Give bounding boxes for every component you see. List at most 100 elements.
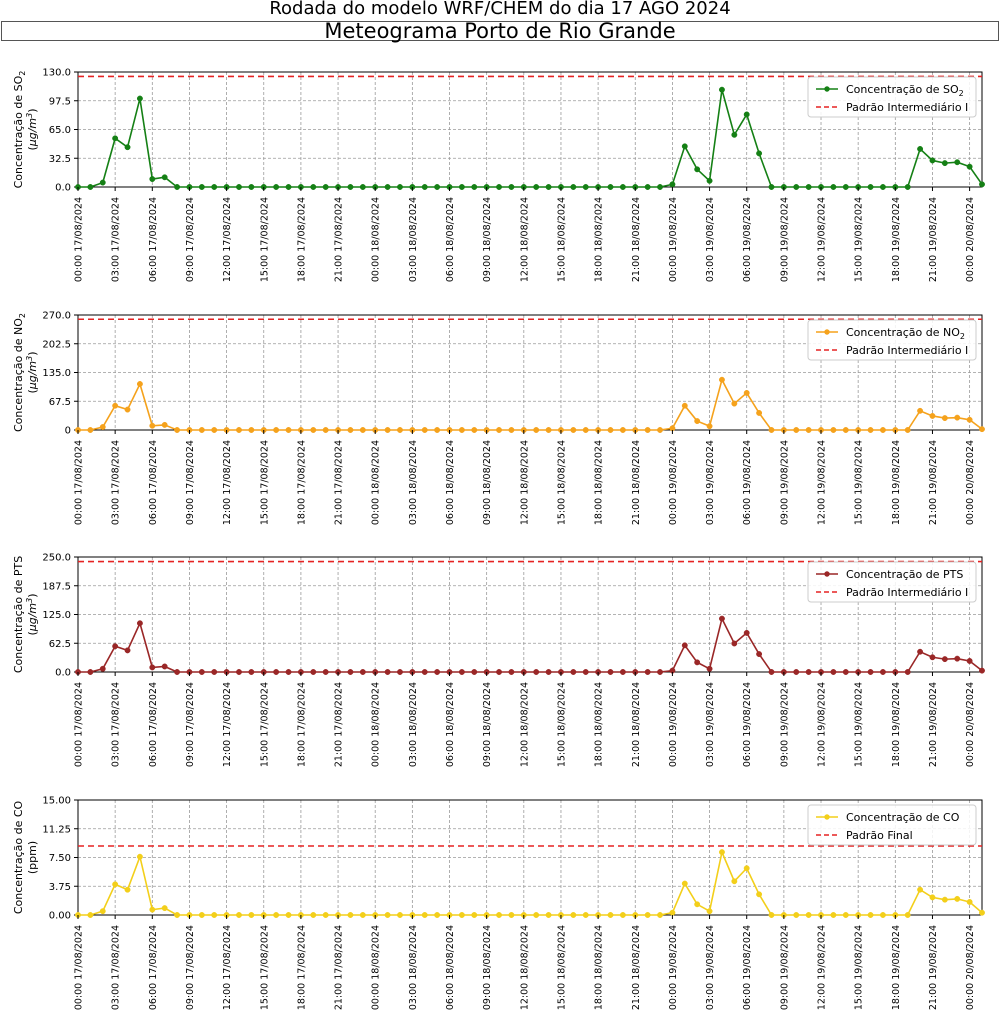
x-tick-label: 15:00 18/08/2024 xyxy=(556,197,567,282)
legend-series-label: Concentração de CO xyxy=(846,811,960,824)
data-point xyxy=(112,136,117,141)
data-point xyxy=(794,427,799,432)
x-tick-label: 03:00 18/08/2024 xyxy=(408,682,419,767)
series-line xyxy=(78,852,982,915)
data-point xyxy=(930,158,935,163)
data-point xyxy=(744,112,749,117)
data-point xyxy=(199,912,204,917)
y-tick-label: 0.0 xyxy=(55,183,71,194)
data-point xyxy=(719,616,724,621)
data-point xyxy=(794,912,799,917)
data-point xyxy=(917,649,922,654)
data-point xyxy=(657,184,662,189)
x-tick-label: 21:00 18/08/2024 xyxy=(631,925,642,1010)
data-point xyxy=(880,912,885,917)
legend: Concentração de CO Padrão Final xyxy=(808,805,976,845)
data-point xyxy=(546,427,551,432)
y-tick-label: 250.0 xyxy=(42,553,71,564)
legend: Concentração de NO2 Padrão Intermediário … xyxy=(808,320,976,360)
data-point xyxy=(137,854,142,859)
data-point xyxy=(571,912,576,917)
data-point xyxy=(199,184,204,189)
data-point xyxy=(682,881,687,886)
x-tick-label: 15:00 19/08/2024 xyxy=(854,197,865,282)
x-tick-label: 00:00 20/08/2024 xyxy=(965,925,976,1010)
data-point xyxy=(917,887,922,892)
data-point xyxy=(509,184,514,189)
x-tick-label: 15:00 17/08/2024 xyxy=(259,440,270,525)
data-point xyxy=(620,912,625,917)
y-tick-label: 0.00 xyxy=(49,911,71,922)
data-point xyxy=(769,184,774,189)
data-point xyxy=(657,912,662,917)
data-point xyxy=(286,669,291,674)
y-axis-label: Concentração de PTS xyxy=(12,556,25,673)
x-tick-label: 00:00 18/08/2024 xyxy=(371,682,382,767)
data-point xyxy=(323,427,328,432)
data-point xyxy=(459,427,464,432)
y-tick-label: 0.0 xyxy=(55,668,71,679)
x-tick-label: 12:00 17/08/2024 xyxy=(222,925,233,1010)
x-tick-label: 21:00 19/08/2024 xyxy=(928,682,939,767)
data-point xyxy=(732,879,737,884)
data-point xyxy=(273,184,278,189)
data-point xyxy=(794,669,799,674)
y-axis-label: Concentração de NO2 xyxy=(12,313,27,432)
legend-series-label: Concentração de SO2 xyxy=(846,83,964,98)
x-tick-label: 21:00 19/08/2024 xyxy=(928,197,939,282)
x-tick-label: 09:00 18/08/2024 xyxy=(482,925,493,1010)
data-point xyxy=(311,184,316,189)
data-point xyxy=(645,912,650,917)
data-point xyxy=(583,427,588,432)
data-point xyxy=(150,907,155,912)
data-point xyxy=(756,151,761,156)
x-tick-label: 15:00 19/08/2024 xyxy=(854,925,865,1010)
data-point xyxy=(682,403,687,408)
legend-standard-label: Padrão Intermediário I xyxy=(846,344,968,357)
data-point xyxy=(682,643,687,648)
data-point xyxy=(979,182,984,187)
x-tick-label: 03:00 17/08/2024 xyxy=(111,925,122,1010)
data-point xyxy=(459,669,464,674)
data-point xyxy=(174,669,179,674)
x-tick-label: 06:00 19/08/2024 xyxy=(742,925,753,1010)
x-tick-label: 15:00 18/08/2024 xyxy=(556,682,567,767)
y-axis-unit: (ppm) xyxy=(26,841,39,874)
data-point xyxy=(769,427,774,432)
data-point xyxy=(571,427,576,432)
x-tick-label: 21:00 17/08/2024 xyxy=(334,925,345,1010)
data-point xyxy=(905,184,910,189)
data-point xyxy=(249,912,254,917)
data-point xyxy=(88,912,93,917)
data-point xyxy=(905,669,910,674)
chart-panel-pts: 0.062.5125.0187.5250.000:00 17/08/2024 03… xyxy=(12,553,985,768)
x-tick-label: 03:00 18/08/2024 xyxy=(408,925,419,1010)
legend-standard-label: Padrão Intermediário I xyxy=(846,101,968,114)
x-tick-label: 00:00 17/08/2024 xyxy=(74,197,85,282)
data-point xyxy=(608,184,613,189)
data-point xyxy=(769,669,774,674)
data-point xyxy=(608,669,613,674)
y-tick-label: 187.5 xyxy=(42,581,71,592)
data-point xyxy=(88,427,93,432)
data-point xyxy=(273,912,278,917)
data-point xyxy=(137,96,142,101)
series-line xyxy=(78,619,982,672)
data-point xyxy=(311,427,316,432)
data-point xyxy=(645,184,650,189)
data-point xyxy=(657,669,662,674)
data-point xyxy=(496,184,501,189)
data-point xyxy=(546,669,551,674)
y-axis-unit: (μg/m3) xyxy=(25,351,39,393)
data-point xyxy=(806,912,811,917)
data-point xyxy=(434,427,439,432)
x-tick-label: 03:00 19/08/2024 xyxy=(705,197,716,282)
x-tick-label: 00:00 19/08/2024 xyxy=(668,197,679,282)
data-point xyxy=(100,180,105,185)
x-tick-label: 00:00 17/08/2024 xyxy=(74,925,85,1010)
x-tick-label: 12:00 18/08/2024 xyxy=(519,440,530,525)
data-point xyxy=(645,669,650,674)
data-point xyxy=(533,669,538,674)
x-tick-label: 09:00 18/08/2024 xyxy=(482,440,493,525)
